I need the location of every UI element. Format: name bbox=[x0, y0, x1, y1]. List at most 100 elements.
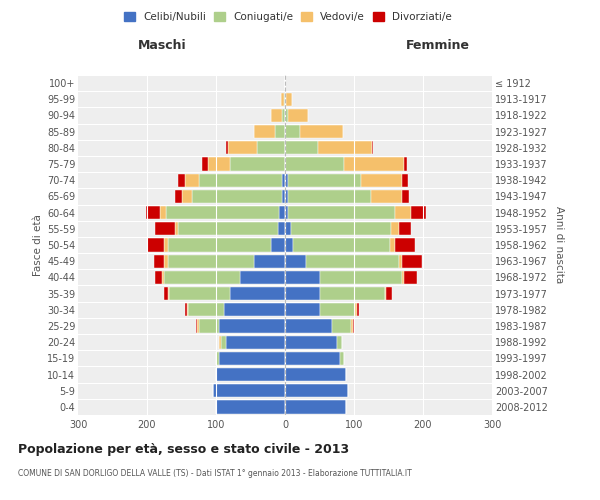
Bar bbox=[281, 92, 284, 106]
Bar bbox=[293, 238, 390, 252]
Bar bbox=[188, 303, 224, 316]
Bar bbox=[285, 206, 289, 220]
Bar bbox=[404, 158, 407, 170]
Bar bbox=[385, 287, 386, 300]
Bar bbox=[285, 174, 289, 187]
Bar bbox=[160, 206, 166, 220]
Text: Femmine: Femmine bbox=[406, 40, 470, 52]
Bar bbox=[395, 238, 415, 252]
Bar bbox=[285, 352, 340, 365]
Bar bbox=[285, 368, 346, 381]
Bar bbox=[357, 303, 359, 316]
Bar bbox=[285, 158, 344, 170]
Bar bbox=[220, 336, 221, 349]
Bar bbox=[391, 222, 399, 235]
Bar bbox=[224, 303, 285, 316]
Bar bbox=[281, 174, 285, 187]
Bar bbox=[275, 125, 285, 138]
Bar bbox=[182, 190, 192, 203]
Bar bbox=[285, 109, 289, 122]
Bar bbox=[285, 238, 293, 252]
Bar bbox=[280, 206, 285, 220]
Bar bbox=[289, 174, 361, 187]
Bar bbox=[278, 222, 285, 235]
Bar bbox=[285, 190, 289, 203]
Bar bbox=[254, 125, 275, 138]
Bar bbox=[185, 174, 199, 187]
Bar bbox=[229, 141, 257, 154]
Bar bbox=[197, 320, 199, 332]
Bar bbox=[230, 158, 285, 170]
Bar bbox=[337, 336, 342, 349]
Bar bbox=[196, 320, 197, 332]
Bar bbox=[285, 254, 306, 268]
Bar bbox=[216, 400, 285, 413]
Bar bbox=[254, 254, 285, 268]
Text: Popolazione per età, sesso e stato civile - 2013: Popolazione per età, sesso e stato civil… bbox=[18, 442, 349, 456]
Bar bbox=[289, 206, 395, 220]
Bar bbox=[285, 320, 332, 332]
Bar bbox=[286, 92, 292, 106]
Bar bbox=[169, 287, 230, 300]
Bar bbox=[289, 190, 371, 203]
Bar bbox=[216, 368, 285, 381]
Bar bbox=[155, 222, 175, 235]
Bar bbox=[187, 303, 188, 316]
Bar bbox=[192, 190, 281, 203]
Bar bbox=[306, 254, 399, 268]
Bar bbox=[285, 303, 320, 316]
Bar bbox=[285, 270, 320, 284]
Bar bbox=[399, 254, 403, 268]
Bar bbox=[318, 141, 372, 154]
Bar bbox=[285, 92, 286, 106]
Bar bbox=[230, 287, 285, 300]
Bar bbox=[226, 336, 285, 349]
Bar bbox=[285, 222, 290, 235]
Bar bbox=[168, 254, 254, 268]
Bar bbox=[403, 190, 409, 203]
Bar bbox=[284, 92, 285, 106]
Bar bbox=[178, 222, 278, 235]
Bar bbox=[240, 270, 285, 284]
Bar bbox=[344, 158, 404, 170]
Bar bbox=[285, 287, 320, 300]
Bar bbox=[199, 320, 220, 332]
Bar bbox=[285, 336, 337, 349]
Bar bbox=[164, 254, 168, 268]
Bar bbox=[320, 303, 355, 316]
Bar bbox=[271, 238, 285, 252]
Bar bbox=[164, 287, 168, 300]
Bar bbox=[168, 287, 169, 300]
Bar bbox=[332, 320, 351, 332]
Bar bbox=[300, 125, 343, 138]
Bar bbox=[178, 174, 185, 187]
Bar bbox=[361, 174, 402, 187]
Bar bbox=[202, 158, 208, 170]
Bar bbox=[281, 109, 285, 122]
Bar bbox=[351, 320, 353, 332]
Bar bbox=[285, 400, 346, 413]
Bar bbox=[281, 190, 285, 203]
Bar bbox=[226, 141, 229, 154]
Bar bbox=[404, 270, 417, 284]
Bar bbox=[320, 287, 385, 300]
Text: COMUNE DI SAN DORLIGO DELLA VALLE (TS) - Dati ISTAT 1° gennaio 2013 - Elaborazio: COMUNE DI SAN DORLIGO DELLA VALLE (TS) -… bbox=[18, 469, 412, 478]
Bar bbox=[340, 352, 344, 365]
Bar bbox=[320, 270, 403, 284]
Bar bbox=[399, 222, 411, 235]
Y-axis label: Anni di nascita: Anni di nascita bbox=[554, 206, 565, 284]
Bar bbox=[285, 125, 300, 138]
Bar bbox=[162, 270, 164, 284]
Bar bbox=[216, 352, 220, 365]
Bar bbox=[147, 238, 164, 252]
Bar bbox=[175, 190, 182, 203]
Bar bbox=[355, 303, 357, 316]
Bar bbox=[271, 109, 281, 122]
Y-axis label: Fasce di età: Fasce di età bbox=[32, 214, 43, 276]
Bar bbox=[220, 352, 285, 365]
Bar bbox=[285, 384, 349, 398]
Bar bbox=[212, 384, 285, 398]
Bar bbox=[146, 206, 160, 220]
Bar bbox=[155, 270, 162, 284]
Bar bbox=[175, 222, 178, 235]
